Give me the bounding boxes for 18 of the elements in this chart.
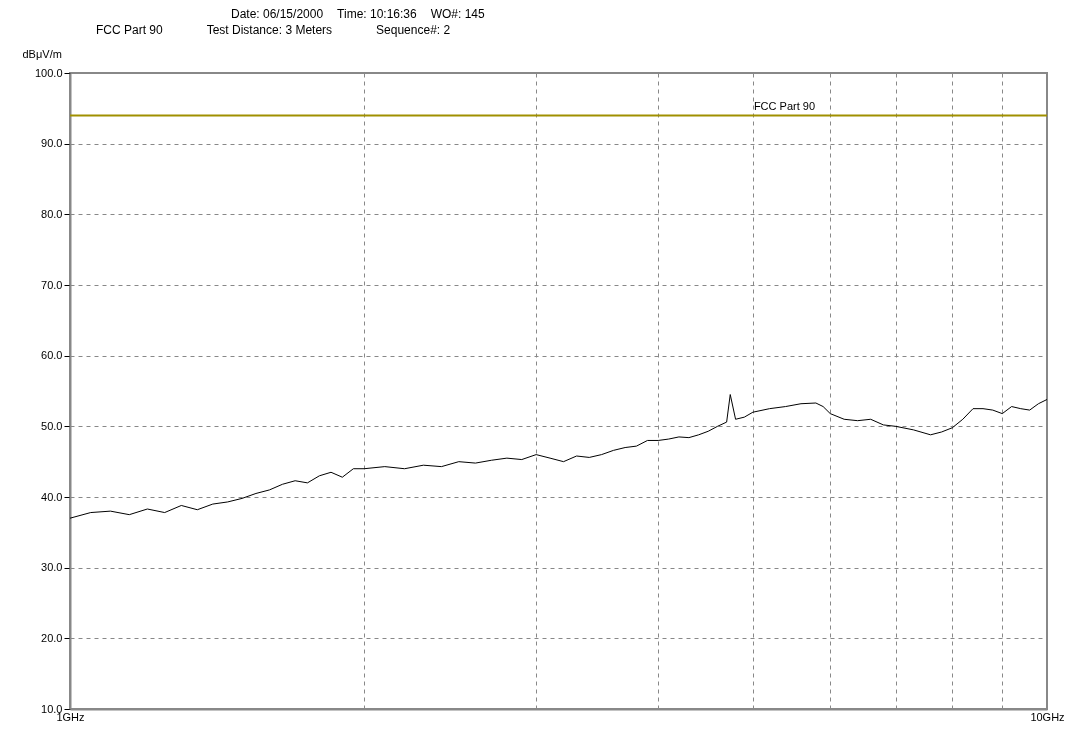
y-tick-label: 20.0 bbox=[41, 631, 63, 644]
y-tick-label: 90.0 bbox=[41, 137, 63, 150]
y-tick-label: 80.0 bbox=[41, 207, 63, 220]
y-tick-label: 70.0 bbox=[41, 278, 63, 291]
text: Time: 10:16:36 bbox=[337, 6, 417, 22]
text: Date: 06/15/2000 bbox=[231, 6, 324, 22]
text: WO#: 145 bbox=[430, 6, 485, 22]
text: Sequence#: 2 bbox=[376, 22, 451, 38]
y-axis-title: dBμV/m bbox=[22, 47, 62, 60]
y-tick-label: 60.0 bbox=[41, 349, 63, 362]
y-tick-label: 30.0 bbox=[41, 561, 63, 574]
y-tick-label: 40.0 bbox=[41, 490, 63, 503]
x-tick-label: 10GHz bbox=[1030, 710, 1065, 723]
y-tick-label: 50.0 bbox=[41, 419, 63, 432]
text: Test Distance: 3 Meters bbox=[206, 22, 333, 38]
text: FCC Part 90 bbox=[96, 22, 163, 38]
ref-line-label: FCC Part 90 bbox=[753, 100, 816, 113]
y-tick-label: 100.0 bbox=[34, 66, 63, 79]
